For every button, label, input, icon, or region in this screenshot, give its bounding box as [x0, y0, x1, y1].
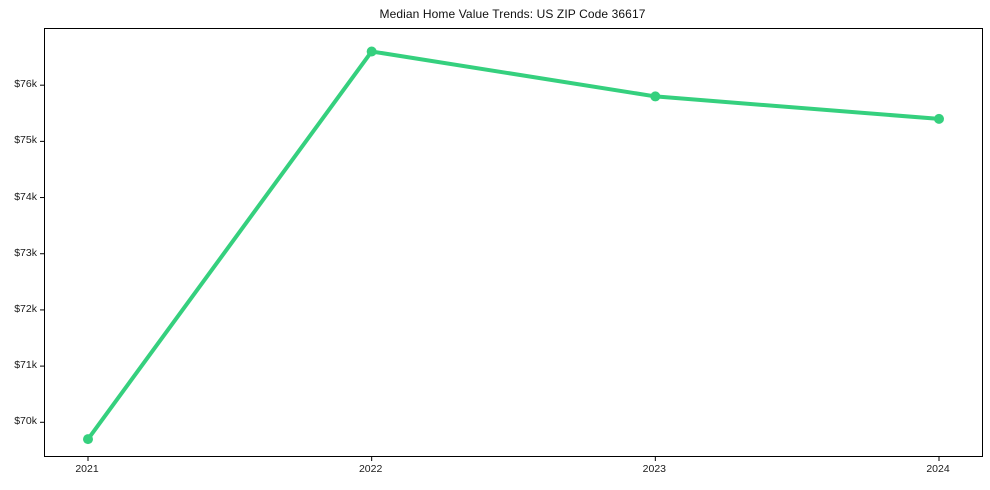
y-tick-label: $71k: [14, 359, 37, 372]
y-tick-label: $75k: [14, 134, 37, 147]
line-plot-svg: [40, 46, 944, 461]
x-tick-label: 2024: [926, 463, 950, 475]
trend-line: [86, 49, 941, 442]
data-point-marker: [366, 46, 377, 57]
y-tick-label: $70k: [14, 415, 37, 428]
x-tick-label: 2022: [358, 463, 383, 475]
y-tick-label: $74k: [14, 190, 37, 203]
plot-area: [40, 28, 983, 461]
x-tick-label: 2023: [642, 463, 666, 475]
chart-title: Median Home Value Trends: US ZIP Code 36…: [379, 7, 646, 21]
y-tick-label: $76k: [14, 78, 37, 91]
data-point-marker: [83, 434, 93, 445]
y-tick-label: $72k: [14, 302, 37, 315]
x-tick-label: 2021: [75, 463, 99, 475]
y-tick-label: $73k: [14, 246, 37, 259]
data-point-marker: [650, 91, 661, 102]
data-point-marker: [934, 113, 944, 124]
